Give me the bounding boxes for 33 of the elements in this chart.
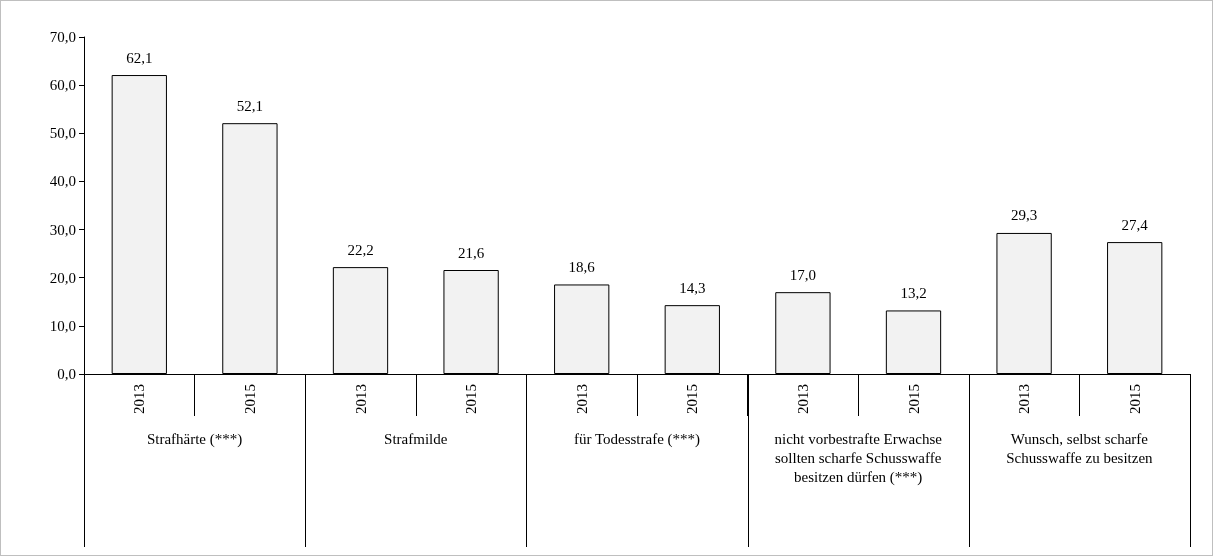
x-tick-label: 2015 [241, 384, 258, 414]
text: nicht vorbestrafte Erwachse sollten scharfe Schusswaffe besitzen dürfen (***) [773, 430, 943, 487]
y-tick-label: 60,0 [49, 77, 76, 94]
x-tick-label: 2015 [905, 384, 922, 414]
text: Wunsch, selbst scharfe Schusswaffe zu besitzen [1005, 430, 1154, 468]
data-label: 13,2 [900, 284, 927, 301]
x-tick-label: 2013 [131, 384, 148, 414]
text: für Todesstrafe (***) [572, 430, 702, 449]
data-label: 17,0 [789, 266, 817, 283]
x-tick-label: 2013 [352, 384, 369, 414]
x-tick-label: 2015 [684, 384, 701, 414]
data-label: 52,1 [236, 97, 264, 114]
data-label: 29,3 [1010, 207, 1038, 224]
data-label: 14,3 [679, 279, 706, 296]
y-tick-label: 20,0 [49, 269, 76, 286]
data-label: 27,4 [1121, 216, 1149, 233]
x-tick-label: 2015 [1126, 384, 1143, 414]
data-label: 21,6 [457, 244, 485, 261]
y-tick-label: 40,0 [49, 173, 76, 190]
x-tick-label: 2015 [463, 384, 480, 414]
x-tick-label: 2013 [794, 384, 811, 414]
data-label: 62,1 [126, 49, 153, 66]
data-label: 22,2 [347, 241, 374, 258]
text: Strafhärte (***) [145, 430, 244, 449]
y-tick-label: 50,0 [49, 125, 76, 142]
x-tick-label: 2013 [573, 384, 590, 414]
y-tick-label: 10,0 [49, 317, 76, 334]
data-label: 18,6 [568, 258, 596, 275]
y-tick-label: 70,0 [49, 29, 76, 45]
text: Strafmilde [383, 430, 449, 449]
y-tick-label: 30,0 [49, 221, 76, 238]
y-tick-label: 0,0 [57, 366, 76, 382]
x-tick-label: 2013 [1016, 384, 1033, 414]
